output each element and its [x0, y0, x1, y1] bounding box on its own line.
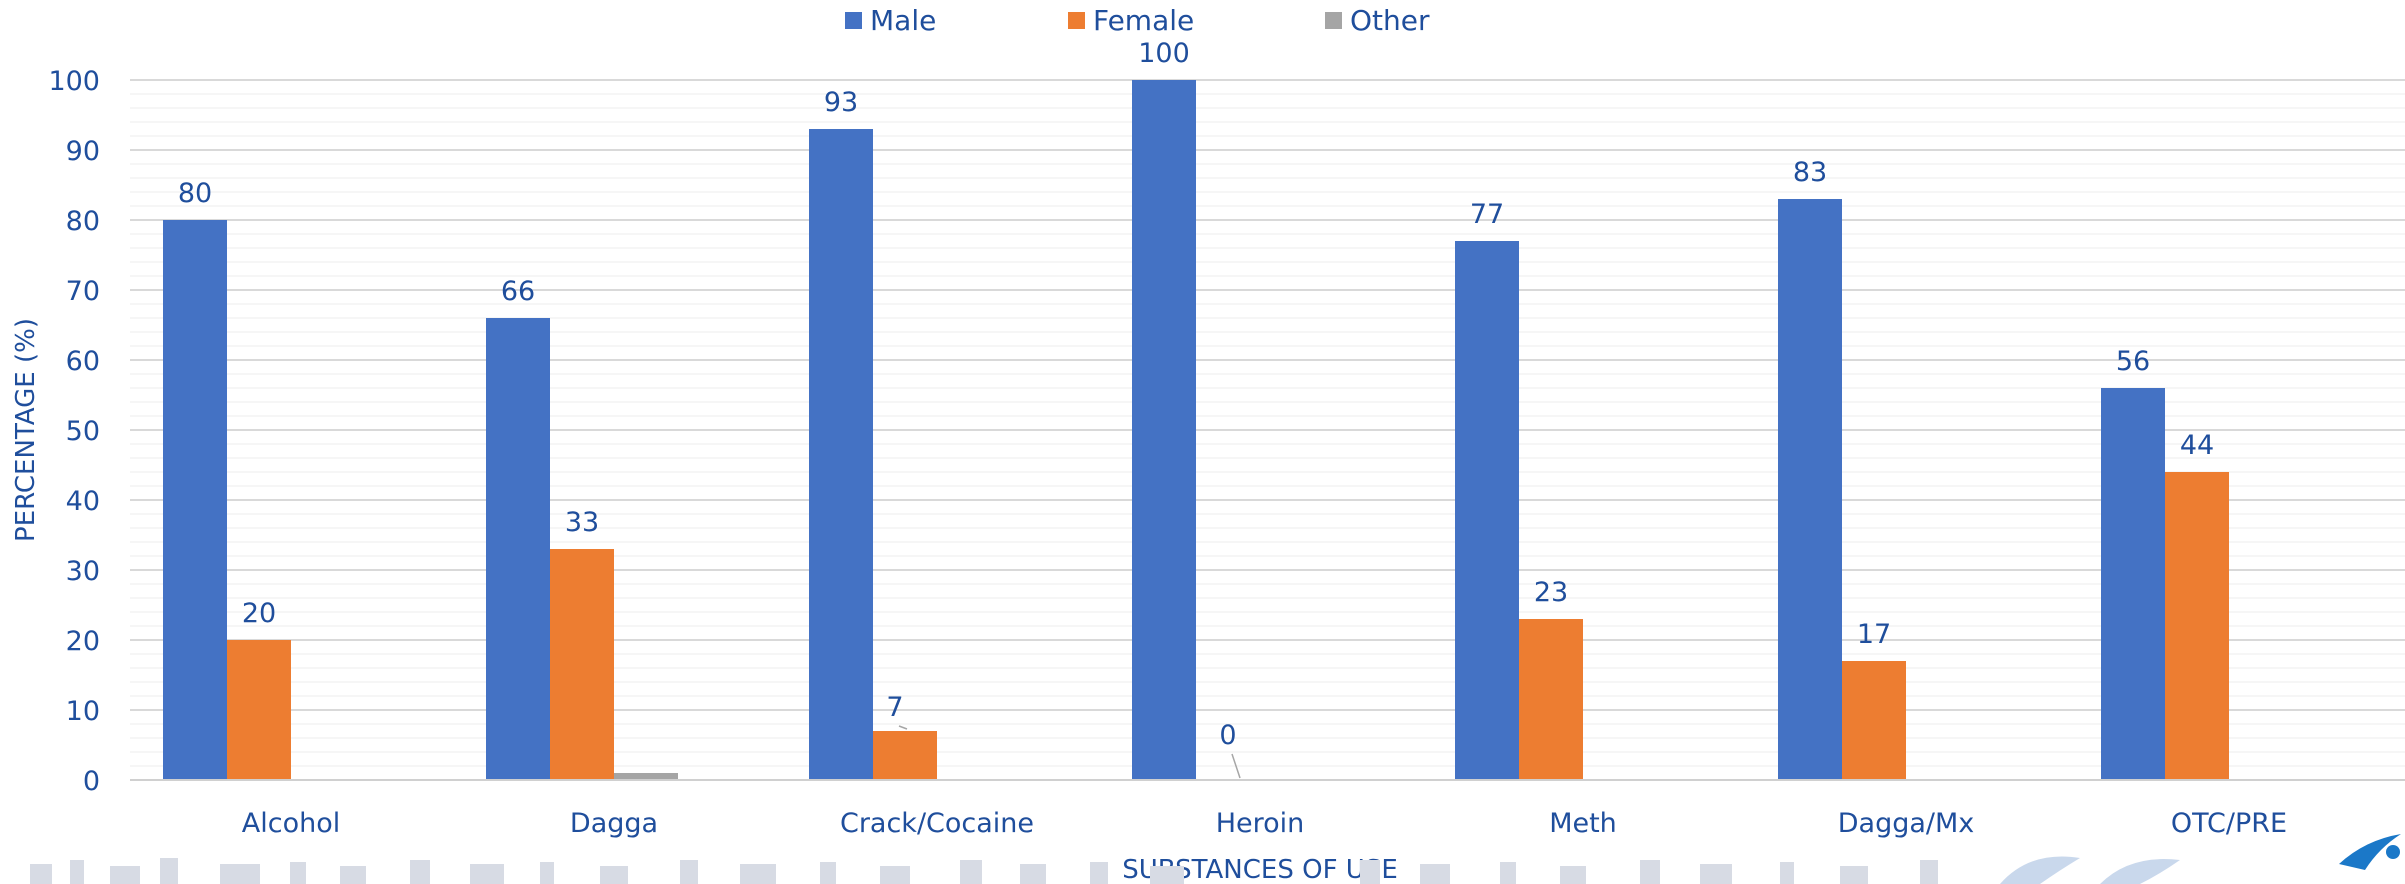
data-label-male: 93 [824, 87, 858, 118]
bar-male [486, 318, 550, 780]
data-label-female: 17 [1857, 619, 1891, 650]
data-label-female: 20 [242, 598, 276, 629]
data-label-female: 7 [886, 692, 903, 723]
bar-female [2165, 472, 2229, 780]
x-category-label: Dagga [570, 808, 658, 839]
legend-swatch-other [1325, 12, 1342, 29]
legend-label-female: Female [1093, 4, 1195, 37]
bar-female [227, 640, 291, 780]
legend-item-female: Female [1068, 4, 1194, 37]
bar-female [873, 731, 937, 780]
y-tick-label: 20 [66, 626, 100, 657]
y-tick-label: 80 [66, 206, 100, 237]
data-label-male: 80 [178, 178, 212, 209]
data-labels: 80 20 66 33 93 7 100 0 77 23 83 17 56 44 [178, 38, 2214, 751]
y-tick-label: 10 [66, 696, 100, 727]
bars [163, 80, 2229, 780]
y-tick-label: 0 [83, 766, 100, 797]
y-tick-label: 50 [66, 416, 100, 447]
y-tick-label: 90 [66, 136, 100, 167]
legend-label-other: Other [1350, 4, 1430, 37]
data-label-female: 0 [1219, 720, 1236, 751]
bar-male [1778, 199, 1842, 780]
x-category-label: Dagga/Mx [1838, 808, 1975, 839]
legend-label-male: Male [870, 4, 937, 37]
y-axis-ticks: 0 10 20 30 40 50 60 70 80 90 100 [48, 66, 100, 797]
x-category-label: OTC/PRE [2171, 808, 2287, 839]
x-category-label: Heroin [1216, 808, 1305, 839]
label-leader-line [898, 725, 908, 730]
x-category-label: Crack/Cocaine [840, 808, 1034, 839]
data-label-female: 44 [2180, 430, 2214, 461]
data-label-male: 66 [501, 276, 535, 307]
data-label-male: 83 [1793, 157, 1827, 188]
data-label-female: 23 [1534, 577, 1568, 608]
bar-male [1132, 80, 1196, 780]
x-axis-categories: Alcohol Dagga Crack/Cocaine Heroin Meth Dagga… [242, 808, 2287, 839]
logo-swoosh-icon [2339, 834, 2401, 870]
bar-male [2101, 388, 2165, 780]
y-tick-label: 100 [48, 66, 100, 97]
label-leader-line [1231, 753, 1241, 779]
data-label-male: 100 [1138, 38, 1190, 69]
y-tick-label: 60 [66, 346, 100, 377]
legend-swatch-female [1068, 12, 1085, 29]
legend-item-male: Male [845, 4, 936, 37]
bar-female [1842, 661, 1906, 780]
bar-female [1519, 619, 1583, 780]
bar-female [550, 549, 614, 780]
bar-male [809, 129, 873, 780]
bar-other [614, 773, 678, 780]
legend-swatch-male [845, 12, 862, 29]
y-tick-label: 70 [66, 276, 100, 307]
data-label-male: 56 [2116, 346, 2150, 377]
y-axis-title: PERCENTAGE (%) [11, 318, 41, 542]
label-leader-lines [898, 725, 1241, 779]
bottom-banner-decoration [30, 856, 2180, 884]
x-category-label: Meth [1549, 808, 1617, 839]
legend: Male Female Other [0, 4, 2405, 44]
bar-male [163, 220, 227, 780]
gridlines [130, 79, 2405, 781]
legend-item-other: Other [1325, 4, 1430, 37]
y-tick-label: 30 [66, 556, 100, 587]
x-category-label: Alcohol [242, 808, 340, 839]
y-tick-label: 40 [66, 486, 100, 517]
bar-male [1455, 241, 1519, 780]
data-label-female: 33 [565, 507, 599, 538]
data-label-male: 77 [1470, 199, 1504, 230]
